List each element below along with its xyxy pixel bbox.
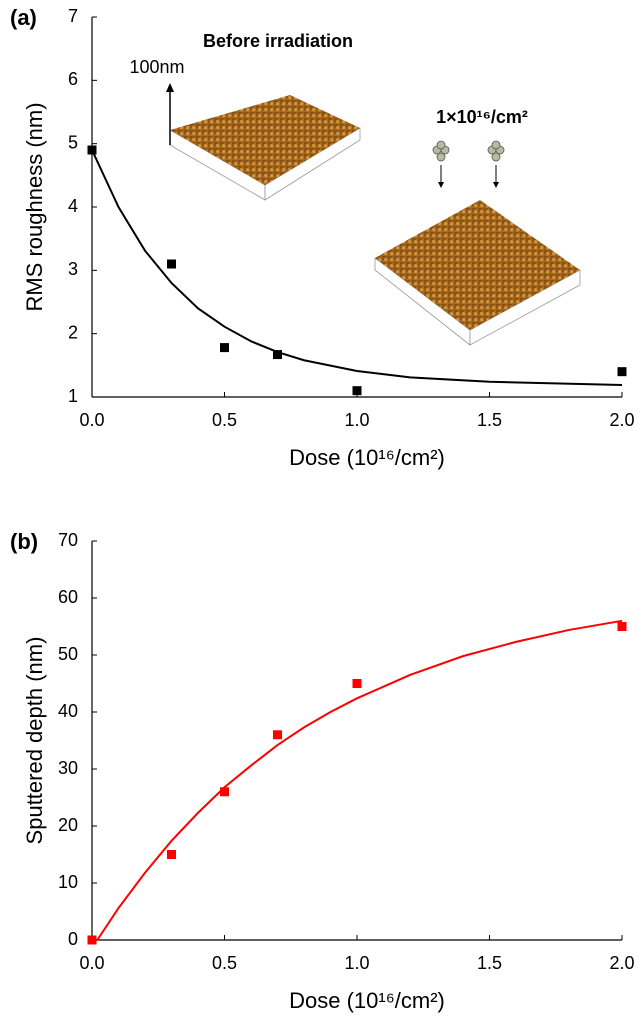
annotation: 100nm [129, 57, 184, 77]
y-tick-label: 3 [68, 259, 78, 279]
panel-label: (a) [10, 5, 37, 30]
x-axis-title: Dose (10¹⁶/cm²) [289, 988, 445, 1013]
x-tick-label: 0.0 [79, 410, 104, 430]
y-tick-label: 40 [58, 701, 78, 721]
x-tick-label: 2.0 [609, 953, 634, 973]
y-tick-label: 10 [58, 872, 78, 892]
data-point [352, 679, 362, 688]
y-tick-label: 7 [68, 6, 78, 26]
x-tick-label: 1.0 [344, 410, 369, 430]
y-tick-label: 30 [58, 758, 78, 778]
y-tick-label: 70 [58, 530, 78, 550]
data-point [87, 145, 97, 155]
annotation: Before irradiation [203, 31, 353, 51]
data-point [352, 386, 362, 396]
y-tick-label: 0 [68, 929, 78, 949]
x-tick-label: 2.0 [609, 410, 634, 430]
y-axis-title: Sputtered depth (nm) [22, 637, 47, 845]
y-tick-label: 6 [68, 69, 78, 89]
data-point [220, 787, 229, 797]
fit-curve [96, 619, 623, 941]
data-point [273, 350, 282, 360]
data-point [617, 367, 627, 377]
data-point [617, 622, 627, 631]
y-tick-label: 50 [58, 644, 78, 664]
y-tick-label: 20 [58, 815, 78, 835]
data-point [220, 343, 229, 353]
data-point [273, 730, 282, 740]
data-point [167, 850, 176, 859]
panel-label: (b) [10, 529, 38, 554]
x-tick-label: 1.5 [477, 410, 502, 430]
annotation: 1×10¹⁶/cm² [436, 107, 528, 127]
data-point [167, 259, 176, 269]
data-point [87, 935, 97, 945]
afm-inset-before [166, 83, 361, 201]
fit-curve [91, 149, 623, 386]
y-tick-label: 4 [68, 196, 78, 216]
x-tick-label: 0.5 [212, 953, 237, 973]
x-tick-label: 1.0 [344, 953, 369, 973]
afm-inset-after [374, 140, 581, 346]
x-tick-label: 0.0 [79, 953, 104, 973]
y-tick-label: 5 [68, 132, 78, 152]
y-axis-title: RMS roughness (nm) [22, 102, 47, 311]
x-tick-label: 0.5 [212, 410, 237, 430]
y-tick-label: 2 [68, 322, 78, 342]
x-axis-title: Dose (10¹⁶/cm²) [289, 445, 445, 470]
y-tick-label: 1 [68, 386, 78, 406]
x-tick-label: 1.5 [477, 953, 502, 973]
y-tick-label: 60 [58, 587, 78, 607]
